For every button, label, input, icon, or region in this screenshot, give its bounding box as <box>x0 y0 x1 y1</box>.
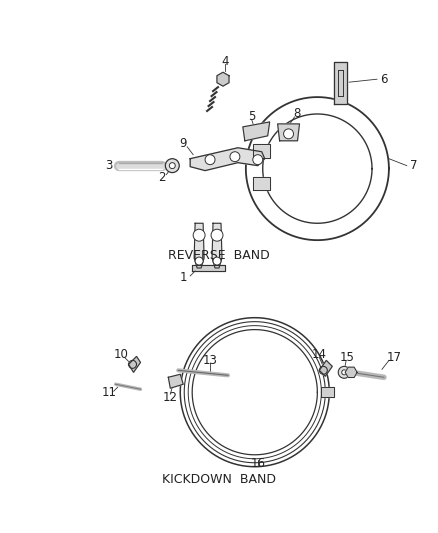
Text: 12: 12 <box>163 391 178 403</box>
Polygon shape <box>345 367 357 377</box>
Text: 14: 14 <box>312 348 327 361</box>
Text: 4: 4 <box>221 55 229 68</box>
Text: 9: 9 <box>180 138 187 150</box>
Circle shape <box>253 155 263 165</box>
Polygon shape <box>253 176 270 190</box>
Circle shape <box>283 129 293 139</box>
Text: REVERSE  BAND: REVERSE BAND <box>168 248 270 262</box>
Text: 2: 2 <box>159 171 166 184</box>
Polygon shape <box>217 72 229 86</box>
Polygon shape <box>334 62 347 104</box>
Text: 8: 8 <box>293 108 300 120</box>
Circle shape <box>205 155 215 165</box>
Circle shape <box>165 159 179 173</box>
Text: 11: 11 <box>101 386 116 399</box>
Text: 13: 13 <box>203 354 218 367</box>
Polygon shape <box>278 124 300 141</box>
Text: 6: 6 <box>380 72 388 86</box>
Polygon shape <box>253 144 270 158</box>
Circle shape <box>193 229 205 241</box>
Text: 3: 3 <box>105 159 113 172</box>
Circle shape <box>213 257 221 265</box>
Text: 5: 5 <box>248 110 255 124</box>
Text: 10: 10 <box>113 348 128 361</box>
Polygon shape <box>194 223 204 268</box>
Circle shape <box>170 163 175 168</box>
Text: 17: 17 <box>386 351 401 364</box>
Polygon shape <box>212 223 222 268</box>
Text: 1: 1 <box>180 271 187 285</box>
Circle shape <box>230 152 240 161</box>
Circle shape <box>338 366 350 378</box>
Circle shape <box>211 229 223 241</box>
Polygon shape <box>129 357 141 373</box>
Circle shape <box>195 257 203 265</box>
Polygon shape <box>190 148 265 171</box>
Polygon shape <box>319 360 332 376</box>
Text: 16: 16 <box>250 457 265 470</box>
Text: KICKDOWN  BAND: KICKDOWN BAND <box>162 473 276 486</box>
Text: 7: 7 <box>410 159 417 172</box>
Polygon shape <box>243 122 270 141</box>
Polygon shape <box>321 387 334 397</box>
Circle shape <box>342 370 347 375</box>
Polygon shape <box>192 265 225 271</box>
Text: 15: 15 <box>340 351 355 364</box>
Polygon shape <box>168 374 183 388</box>
